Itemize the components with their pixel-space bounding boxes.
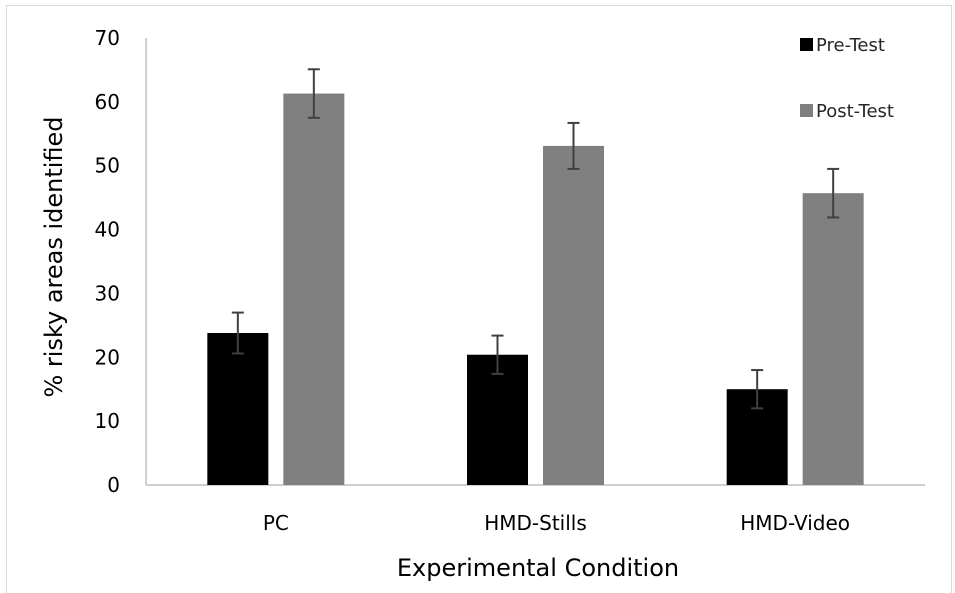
bar-post-test [543, 145, 604, 485]
legend-item: Pre-Test [800, 35, 885, 56]
error-bar [567, 121, 580, 170]
legend-swatch [800, 104, 813, 117]
x-axis-title: Experimental Condition [397, 554, 679, 582]
y-tick-label: 30 [95, 281, 120, 305]
x-axis: PC HMD-Stills HMD-Video [146, 484, 925, 535]
legend-swatch [800, 38, 813, 51]
y-axis-title: % risky areas identified [40, 116, 68, 397]
y-tick-label: 0 [107, 473, 120, 497]
y-tick-label: 20 [95, 345, 120, 369]
bar-post-test [802, 193, 864, 485]
legend-item: Post-Test [800, 101, 894, 122]
chart-frame [6, 5, 952, 593]
legend: Pre-Test Post-Test [800, 35, 894, 122]
bar-pre-test [467, 354, 528, 485]
error-bar [491, 334, 504, 375]
x-tick-label: HMD-Video [740, 511, 850, 535]
bars [207, 93, 864, 485]
error-bar [751, 369, 764, 410]
y-tick-label: 10 [95, 409, 120, 433]
y-tick-label: 70 [95, 26, 120, 50]
y-tick-label: 50 [95, 154, 120, 178]
x-tick-label: PC [263, 511, 289, 535]
y-tick-label: 60 [95, 90, 120, 114]
error-bars [231, 68, 840, 410]
bar-pre-test [207, 333, 269, 485]
error-bar [231, 311, 244, 355]
x-tick-label: HMD-Stills [484, 511, 587, 535]
error-bar [307, 68, 320, 119]
error-bar [827, 167, 840, 219]
bar-post-test [283, 93, 345, 485]
legend-label: Post-Test [816, 101, 894, 122]
y-axis: 0 10 20 30 40 50 60 70 [95, 26, 147, 497]
y-tick-label: 40 [95, 218, 120, 242]
legend-label: Pre-Test [816, 35, 885, 56]
